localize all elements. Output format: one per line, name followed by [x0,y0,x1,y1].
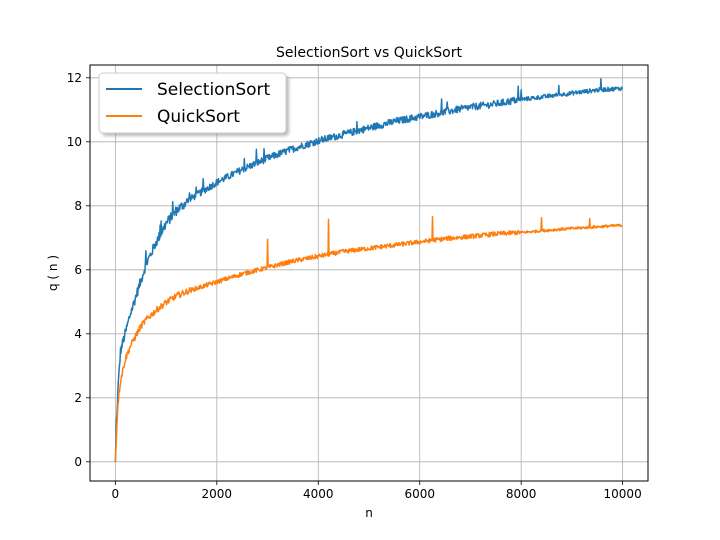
y-axis-label: q ( n ) [46,255,60,291]
y-tick-label: 6 [74,263,82,277]
y-tick-label: 2 [74,391,82,405]
x-tick-label: 0 [112,487,120,501]
chart-title: SelectionSort vs QuickSort [276,45,462,61]
legend-label: SelectionSort [157,80,271,100]
x-axis-label: n [365,506,373,520]
y-tick-label: 12 [67,71,82,85]
x-tick-label: 4000 [303,487,334,501]
plot-frame [89,64,649,482]
x-tick-label: 10000 [604,487,642,501]
x-tick-label: 8000 [506,487,537,501]
ticks: 0 2000 4000 6000 8000 10000 0 2 4 6 8 10 12 [67,71,642,501]
y-tick-label: 0 [74,455,82,469]
y-tick-label: 10 [67,135,82,149]
x-tick-label: 6000 [404,487,435,501]
legend: SelectionSort QuickSort [98,72,287,134]
x-tick-label: 2000 [202,487,233,501]
legend-label: QuickSort [157,107,240,127]
series-line-selectionsort [114,78,623,462]
series-line-quicksort [114,215,623,462]
legend-box [98,72,287,134]
series-layer [114,78,623,462]
y-tick-label: 8 [74,199,82,213]
grid [90,65,648,481]
y-tick-label: 4 [74,327,82,341]
